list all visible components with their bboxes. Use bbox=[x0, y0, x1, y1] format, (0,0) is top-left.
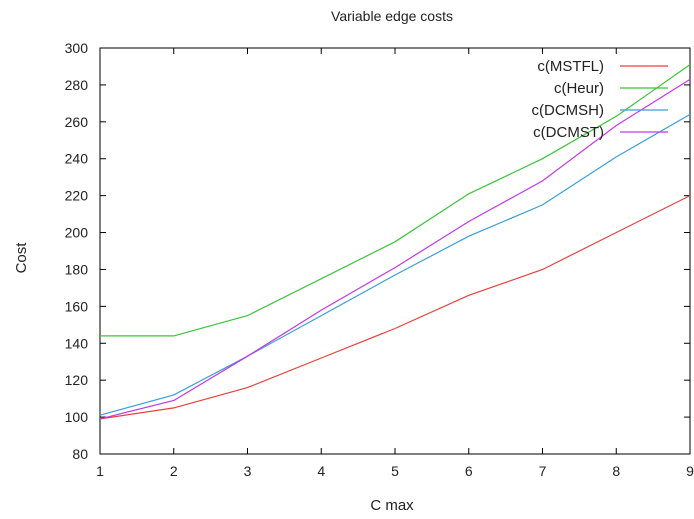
y-axis-label: Cost bbox=[13, 242, 30, 274]
series-group bbox=[99, 64, 691, 420]
series-line-c-dcmst bbox=[99, 78, 691, 420]
y-tick-label: 240 bbox=[65, 151, 89, 167]
y-tick-label: 260 bbox=[65, 114, 89, 130]
legend-label: c(DCMSH) bbox=[532, 102, 605, 119]
series-line-c-dcmsh bbox=[99, 113, 691, 416]
series-line-c-heur bbox=[100, 64, 691, 337]
x-axis-label: C max bbox=[370, 497, 414, 514]
y-tick-label: 80 bbox=[72, 446, 88, 462]
x-tick-label: 5 bbox=[391, 463, 399, 479]
y-tick-label: 200 bbox=[65, 225, 89, 241]
ticks-group: 1 2 3 4 5 6 7 8 9 80 100 120 140 160 180 200 220 240 260 28… bbox=[65, 40, 694, 479]
series-line-c-mstfl bbox=[99, 195, 691, 420]
x-tick-label: 8 bbox=[612, 463, 620, 479]
y-tick-label: 120 bbox=[65, 372, 89, 388]
legend-label: c(Heur) bbox=[554, 80, 604, 97]
x-tick-label: 9 bbox=[686, 463, 694, 479]
y-tick-label: 140 bbox=[65, 335, 89, 351]
x-tick-label: 1 bbox=[96, 463, 104, 479]
y-tick-label: 300 bbox=[65, 40, 89, 56]
y-tick-label: 180 bbox=[65, 261, 89, 277]
x-tick-label: 3 bbox=[244, 463, 252, 479]
x-tick-label: 6 bbox=[465, 463, 473, 479]
legend: c(MSTFL) c(Heur) c(DCMSH) c(DCMST) bbox=[532, 58, 668, 141]
y-tick-label: 280 bbox=[65, 77, 89, 93]
y-tick-label: 160 bbox=[65, 298, 89, 314]
y-tick-label: 100 bbox=[65, 409, 89, 425]
y-tick-label: 220 bbox=[65, 188, 89, 204]
x-tick-label: 4 bbox=[317, 463, 325, 479]
chart-title: Variable edge costs bbox=[331, 8, 453, 24]
legend-label: c(MSTFL) bbox=[537, 58, 604, 75]
x-tick-label: 2 bbox=[170, 463, 178, 479]
x-tick-label: 7 bbox=[539, 463, 547, 479]
legend-label: c(DCMST) bbox=[533, 124, 604, 141]
